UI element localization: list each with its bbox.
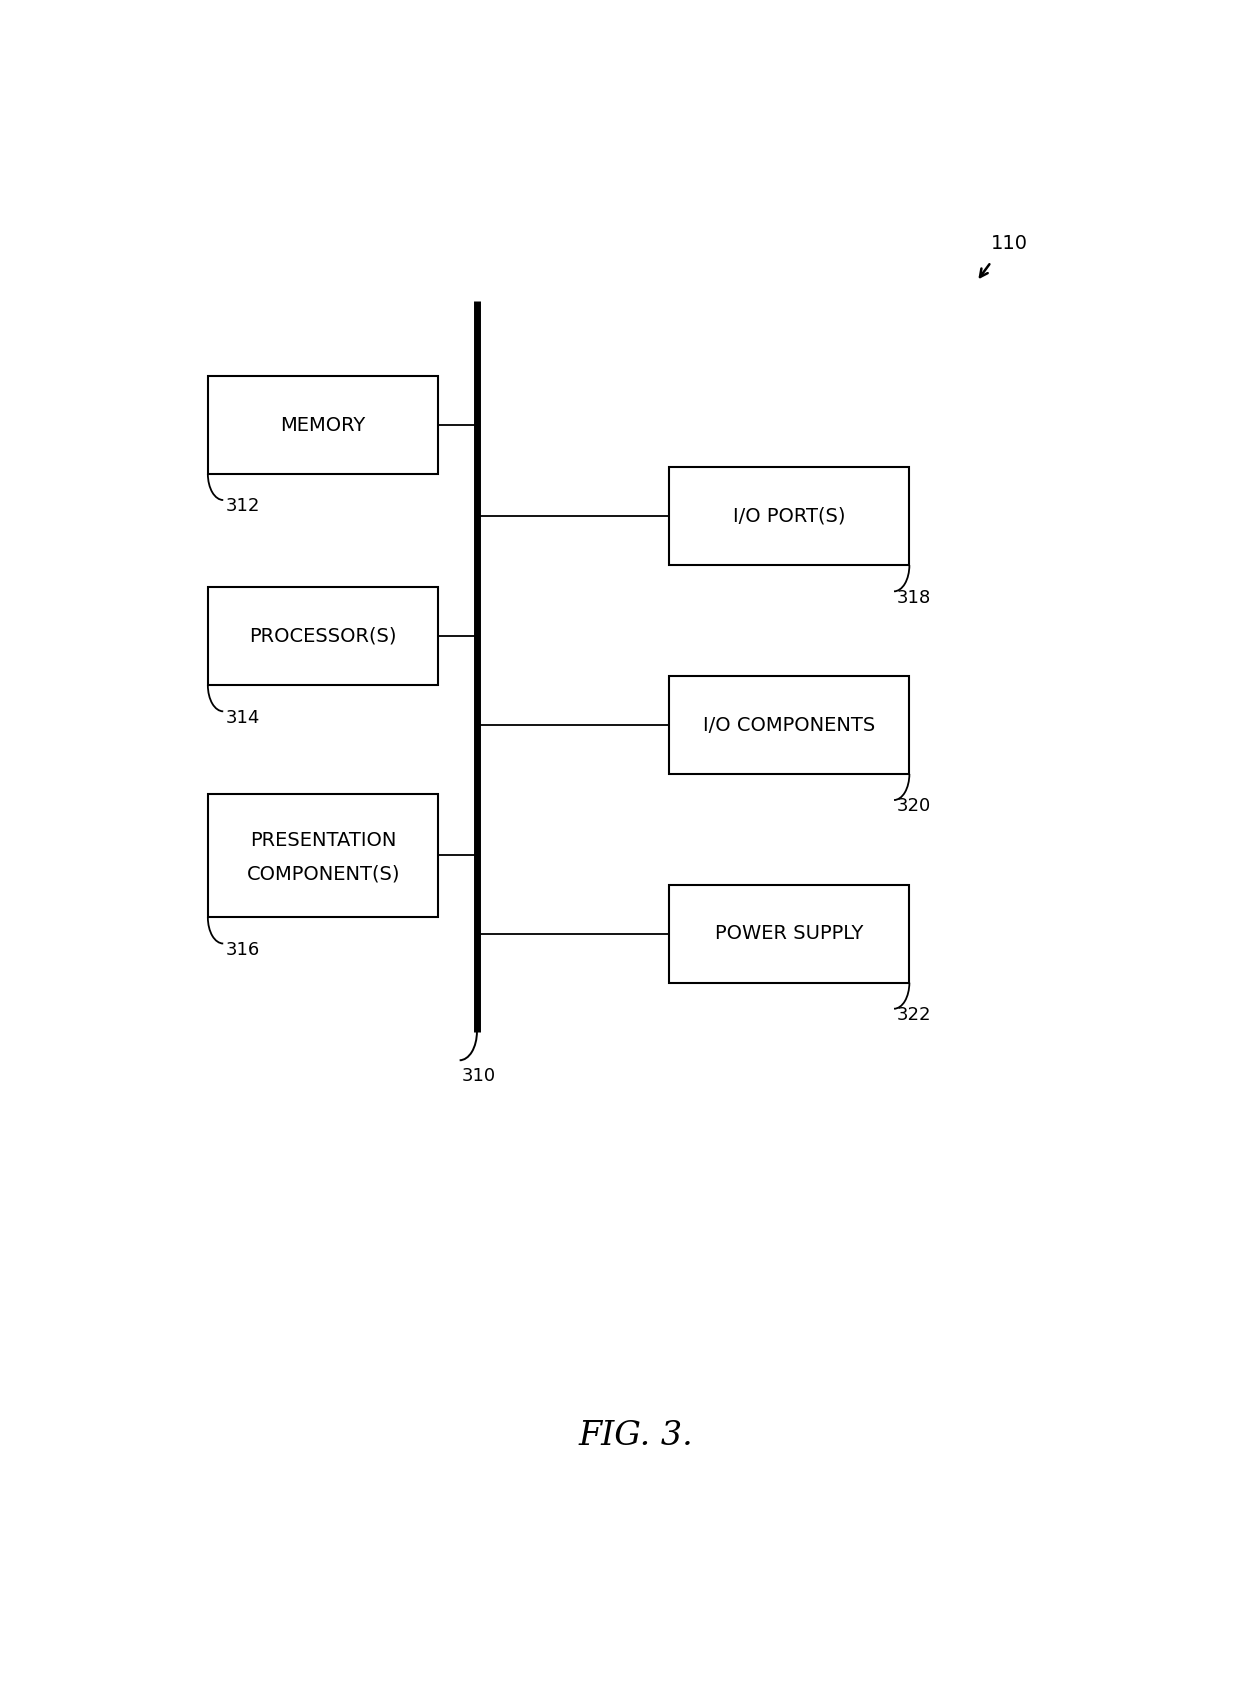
Text: COMPONENT(S): COMPONENT(S) [247, 864, 401, 884]
Text: I/O PORT(S): I/O PORT(S) [733, 507, 846, 525]
Text: MEMORY: MEMORY [280, 415, 366, 435]
Bar [670, 676, 909, 774]
Text: FIG. 3.: FIG. 3. [578, 1420, 693, 1452]
Text: 110: 110 [991, 234, 1028, 252]
Bar [208, 376, 439, 474]
Text: 318: 318 [897, 590, 931, 606]
Text: 322: 322 [897, 1006, 931, 1025]
Bar [208, 588, 439, 686]
Text: 316: 316 [226, 940, 260, 959]
Text: 314: 314 [226, 708, 260, 727]
Text: PROCESSOR(S): PROCESSOR(S) [249, 627, 397, 645]
Bar [208, 793, 439, 918]
Bar [670, 468, 909, 566]
Text: 310: 310 [461, 1067, 496, 1084]
Text: I/O COMPONENTS: I/O COMPONENTS [703, 715, 875, 735]
Text: 312: 312 [226, 498, 260, 515]
Bar [670, 884, 909, 983]
Text: POWER SUPPLY: POWER SUPPLY [715, 925, 863, 944]
Text: 320: 320 [897, 798, 931, 815]
Text: PRESENTATION: PRESENTATION [250, 832, 397, 850]
